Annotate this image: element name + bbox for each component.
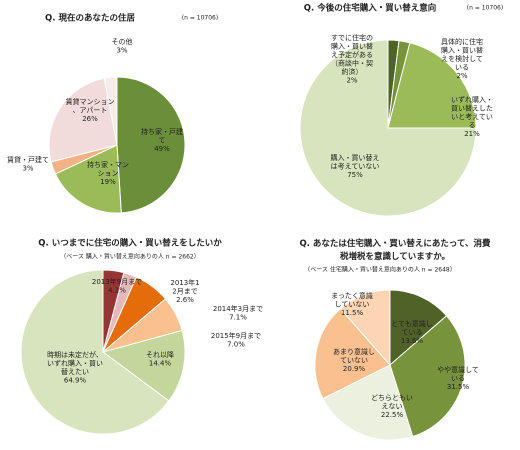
pie-slice bbox=[339, 289, 391, 367]
value-label: 75% bbox=[347, 171, 363, 179]
value-label: 26% bbox=[82, 115, 98, 123]
slice-label: やや意識している bbox=[437, 365, 479, 383]
slice-label: すでに住宅の購入・買い替え予定がある（商談中・契約済） bbox=[331, 33, 373, 76]
pie-chart: Q. いつまでに住宅の購入・買い替えをしたいか （ベース 購入・買い替え意向ありの… bbox=[20, 238, 263, 435]
pie-slice bbox=[387, 42, 477, 129]
value-label: 21% bbox=[464, 130, 480, 138]
slice-label: 2013年1 2月まで bbox=[170, 278, 199, 296]
chart-subtitle: （ベース 購入・買い替え意向ありの人 n = 2662） bbox=[60, 253, 199, 261]
value-label: 3% bbox=[22, 165, 33, 173]
slice-label: 購入・買い替えは考えていない bbox=[331, 153, 380, 171]
value-label: 64.9% bbox=[64, 377, 87, 385]
value-label: 11.5% bbox=[341, 309, 364, 317]
slice-label: その他 bbox=[112, 37, 133, 46]
pie-slice bbox=[54, 144, 122, 214]
pie-slice bbox=[103, 76, 118, 146]
slice-label: それ以降 bbox=[146, 350, 174, 359]
value-label: 19% bbox=[100, 178, 116, 186]
pie-slice bbox=[48, 77, 118, 163]
slice-label: 2013年9月まで bbox=[92, 277, 142, 286]
slice-label: 持ち家・マンション bbox=[87, 160, 129, 178]
value-label: 3% bbox=[116, 47, 127, 55]
chart-title: Q. あなたは住宅購入・買い替えにあたって、消費税増税を意識していますか。 bbox=[299, 238, 491, 262]
value-label: 13.6% bbox=[401, 337, 424, 345]
slice-label: 賃貸・戸建て bbox=[7, 155, 49, 164]
value-label: 7.1% bbox=[229, 314, 247, 322]
pie-slice bbox=[20, 269, 170, 435]
slice-label: 持ち家・戸建て bbox=[141, 127, 183, 145]
slice-label: いずれ購入・買い替えしたいと考えている bbox=[451, 95, 493, 130]
pie-slice bbox=[322, 364, 414, 441]
value-label: 4.1% bbox=[108, 287, 126, 295]
slice-label: 時期は未定だが、いずれ購入・買い替えたい bbox=[47, 350, 103, 376]
value-label: 2% bbox=[346, 77, 357, 85]
pie-slice bbox=[389, 289, 448, 367]
value-label: 20.9% bbox=[343, 365, 366, 373]
chart-title: Q. 現在のあなたの住居 bbox=[45, 13, 135, 24]
chart-title: Q. 今後の住宅購入・買い替え意向 bbox=[304, 3, 436, 14]
chart-subtitle: （ベース 住宅購入・買い替え意向ありの人 n = 2648） bbox=[304, 266, 455, 274]
value-label: 2.6% bbox=[176, 296, 194, 304]
pie-slice bbox=[389, 315, 466, 438]
value-label: 22.5% bbox=[381, 411, 404, 419]
chart-subtitle: (n = 10706) bbox=[467, 5, 503, 12]
chart-title: Q. いつまでに住宅の購入・買い替えをしたいか bbox=[38, 238, 222, 249]
value-label: 2% bbox=[456, 72, 467, 80]
pie-slice bbox=[101, 329, 186, 402]
value-label: 14.4% bbox=[149, 360, 172, 368]
value-label: 7.0% bbox=[227, 341, 245, 349]
slice-label: まったく意識していない bbox=[331, 291, 373, 309]
slice-label: とても意識している bbox=[391, 319, 432, 337]
chart-subtitle: (n = 10706) bbox=[182, 15, 218, 22]
slice-label: 2014年3月まで bbox=[213, 304, 263, 313]
pie-slice bbox=[314, 308, 391, 400]
pie-slice bbox=[116, 76, 186, 214]
value-label: 31.5% bbox=[447, 383, 470, 391]
slice-label: あまり意識していない bbox=[333, 347, 375, 365]
pie-chart: Q. あなたは住宅購入・買い替えにあたって、消費税増税を意識していますか。 （ベー… bbox=[299, 238, 491, 441]
slice-label: どちらともいえない bbox=[371, 394, 413, 411]
value-label: 49% bbox=[154, 145, 170, 153]
slice-label: 具体的に住宅購入・買い替えを検討している bbox=[441, 37, 483, 72]
pie-slice bbox=[299, 39, 477, 217]
slice-label: 2015年9月まで bbox=[211, 331, 261, 340]
pie-chart: Q. 今後の住宅購入・買い替え意向 (n = 10706) すでに住宅の購入・買い替… bbox=[299, 3, 503, 217]
slice-label: 賃貸マンション、アパート bbox=[66, 97, 115, 115]
